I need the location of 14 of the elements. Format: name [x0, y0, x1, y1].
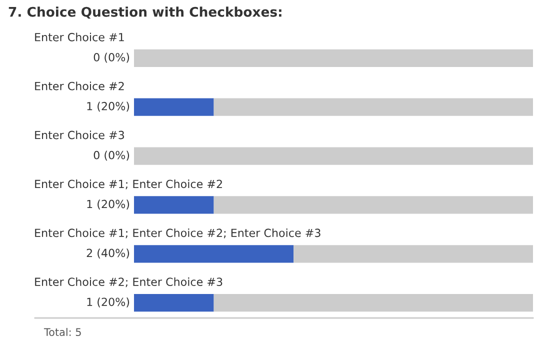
- y-tick-label: Enter Choice #1: [35, 32, 124, 42]
- data-label: 1 (20%): [87, 200, 130, 210]
- data-label: 1 (20%): [87, 102, 130, 112]
- data-label: 0 (0%): [94, 52, 130, 63]
- chart-title: 7. Choice Question with Checkboxes:: [8, 6, 282, 19]
- y-tick-label: Enter Choice #3: [35, 130, 124, 140]
- data-label: 2 (40%): [86, 248, 130, 258]
- y-tick-label: Enter Choice #2; Enter Choice #3: [35, 277, 222, 288]
- y-tick-label: Enter Choice #2: [35, 82, 124, 90]
- data-label: 1 (20%): [87, 298, 130, 308]
- text: Total: 5: [44, 328, 81, 336]
- y-tick-label: Enter Choice #1; Enter Choice #2: [35, 180, 222, 190]
- data-label: 0 (0%): [94, 150, 130, 161]
- y-tick-label: Enter Choice #1; Enter Choice #2; Enter Choice #3: [35, 228, 320, 238]
